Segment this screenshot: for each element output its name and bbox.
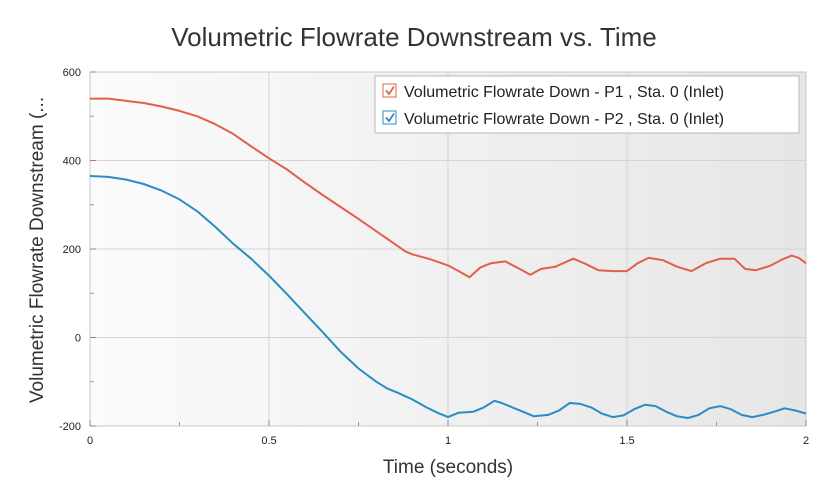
series-lines bbox=[90, 97, 806, 419]
y-tick-label: 600 bbox=[63, 67, 81, 79]
legend-item-p1[interactable]: Volumetric Flowrate Down - P1 , Sta. 0 (… bbox=[382, 83, 724, 101]
x-tick-label: 1.5 bbox=[619, 435, 634, 447]
x-axis-ticks: 0 0.5 1 1.5 2 bbox=[87, 420, 809, 447]
legend-item-p2[interactable]: Volumetric Flowrate Down - P2 , Sta. 0 (… bbox=[382, 110, 724, 128]
minor-ticks bbox=[90, 115, 717, 426]
legend-box bbox=[374, 75, 800, 134]
x-tick-label: 1 bbox=[445, 435, 451, 447]
series-line-p2 bbox=[90, 175, 806, 419]
x-tick-label: 2 bbox=[803, 435, 809, 447]
legend-label-p2: Volumetric Flowrate Down - P2 , Sta. 0 (… bbox=[404, 111, 724, 128]
legend-label-p1: Volumetric Flowrate Down - P1 , Sta. 0 (… bbox=[404, 84, 724, 101]
y-axis-ticks: -200 0 200 400 600 bbox=[59, 67, 96, 433]
x-tick-label: 0.5 bbox=[261, 435, 276, 447]
legend-checkbox-p2[interactable] bbox=[382, 110, 397, 125]
y-tick-label: -200 bbox=[59, 421, 81, 433]
y-tick-label: 0 bbox=[75, 333, 81, 345]
chart-title: Volumetric Flowrate Downstream vs. Time bbox=[171, 22, 656, 52]
legend-checkbox-p1[interactable] bbox=[382, 83, 397, 98]
x-axis-label: Time (seconds) bbox=[383, 457, 513, 478]
series-line-p1 bbox=[90, 97, 806, 279]
checkmark-icon bbox=[385, 86, 395, 96]
checkmark-icon bbox=[385, 113, 395, 123]
y-tick-label: 400 bbox=[63, 156, 81, 168]
legend: Volumetric Flowrate Down - P1 , Sta. 0 (… bbox=[374, 75, 800, 134]
x-tick-label: 0 bbox=[87, 435, 93, 447]
y-axis-label: Volumetric Flowrate Downstream (... bbox=[27, 97, 48, 403]
y-tick-label: 200 bbox=[63, 244, 81, 256]
